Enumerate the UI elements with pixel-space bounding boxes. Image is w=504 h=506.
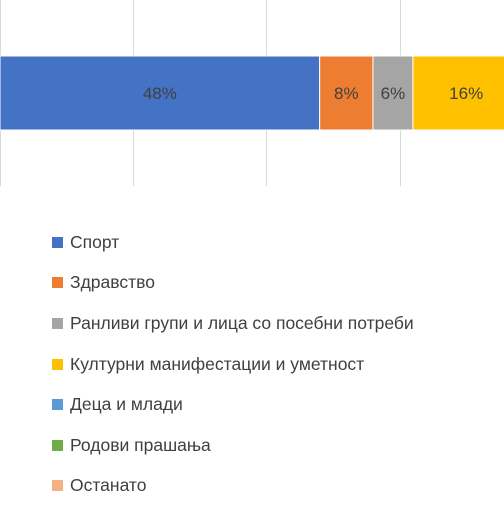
bar-segment-4	[412, 55, 504, 131]
legend-swatch	[52, 317, 63, 329]
legend-item: Ранливи групи и лица со посебни потреби	[52, 303, 414, 344]
legend-swatch	[52, 480, 63, 492]
legend-item: Родови прашања	[52, 425, 414, 466]
legend: Спорт Здравство Ранливи групи и лица со по…	[52, 222, 414, 506]
data-label-4: 16%	[449, 84, 483, 103]
legend-item: Деца и млади	[52, 384, 414, 425]
bar-segments	[0, 55, 504, 131]
legend-swatch	[52, 236, 63, 248]
data-label-2: 8%	[334, 84, 359, 103]
legend-label: Спорт	[70, 231, 120, 252]
bar-segment-3	[372, 55, 414, 131]
legend-label: Здравство	[70, 272, 155, 293]
legend-swatch	[52, 439, 63, 451]
legend-item: Спорт	[52, 222, 414, 263]
bar-segment-2	[319, 55, 374, 131]
legend-swatch	[52, 277, 63, 289]
legend-label: Културни манифестации и уметност	[70, 353, 365, 374]
data-label-3: 6%	[381, 84, 406, 103]
legend-label: Ранливи групи и лица со посебни потреби	[70, 312, 414, 333]
stacked-bar-chart: 48%8%6%16%8%4%10%	[0, 0, 504, 186]
legend-label: Родови прашања	[70, 434, 211, 455]
legend-item: Останато	[52, 466, 414, 506]
legend-label: Деца и млади	[70, 394, 183, 415]
legend-item: Здравство	[52, 263, 414, 304]
bar-segment-1	[0, 55, 321, 131]
data-labels: 48%8%6%16%8%4%10%	[143, 84, 483, 103]
legend-label: Останато	[70, 475, 147, 496]
legend-item: Културни манифестации и уметност	[52, 344, 414, 385]
legend-swatch	[52, 399, 63, 411]
legend-swatch	[52, 358, 63, 370]
data-label-1: 48%	[143, 84, 177, 103]
